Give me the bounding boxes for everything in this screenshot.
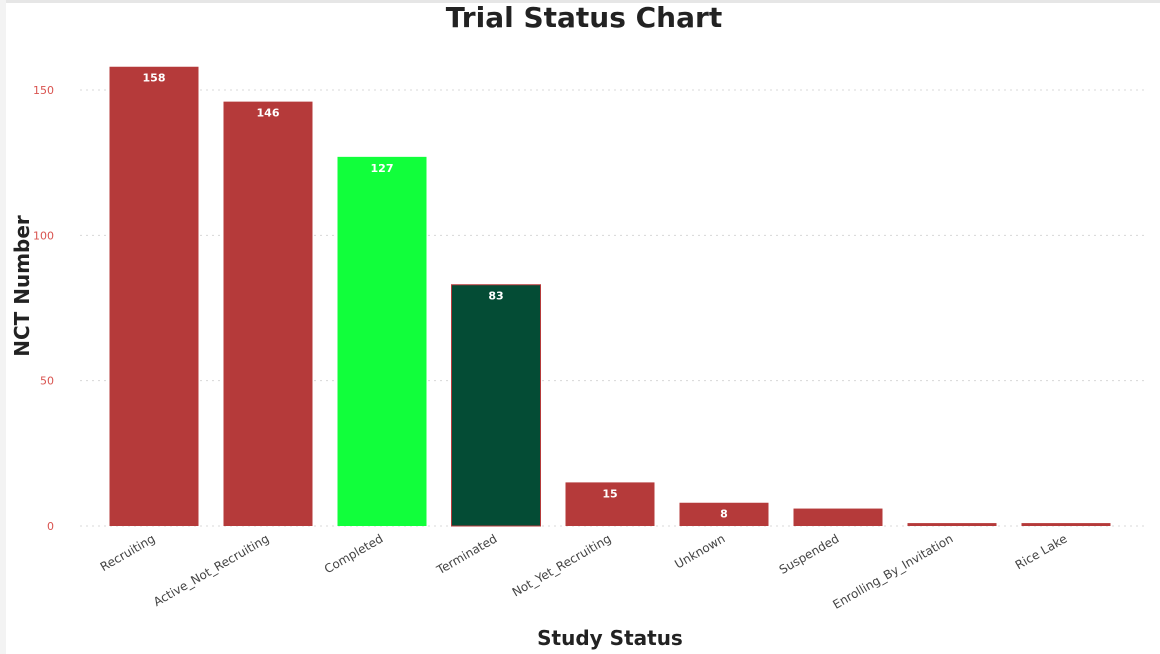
x-tick-label: Suspended bbox=[777, 531, 842, 576]
bar[interactable] bbox=[1021, 523, 1111, 526]
bar[interactable] bbox=[907, 523, 997, 526]
y-axis-ticks: 0 50 100 150 bbox=[33, 84, 54, 533]
x-tick-label: Rice Lake bbox=[1013, 531, 1070, 572]
x-tick-label: Recruiting bbox=[98, 531, 158, 574]
x-tick-label: Unknown bbox=[672, 531, 727, 571]
bar-value-label: 8 bbox=[720, 508, 728, 521]
bar-value-label: 146 bbox=[257, 107, 280, 120]
bar[interactable] bbox=[679, 502, 769, 526]
x-axis-title: Study Status bbox=[537, 626, 683, 650]
x-tick-label: Terminated bbox=[434, 531, 500, 577]
x-tick-label: Enrolling_By_Invitation bbox=[830, 531, 955, 611]
y-tick-label: 100 bbox=[33, 229, 54, 242]
bar-value-label: 127 bbox=[371, 162, 394, 175]
bar-value-label: 83 bbox=[488, 290, 503, 303]
bar[interactable] bbox=[223, 101, 313, 527]
bar[interactable] bbox=[109, 66, 199, 526]
bar[interactable] bbox=[337, 156, 427, 526]
x-tick-label: Not_Yet_Recruiting bbox=[510, 531, 614, 599]
y-axis-title: NCT Number bbox=[10, 215, 34, 357]
x-tick-label: Completed bbox=[322, 531, 386, 576]
bar[interactable] bbox=[565, 482, 655, 526]
y-tick-label: 0 bbox=[47, 520, 54, 533]
y-tick-label: 150 bbox=[33, 84, 54, 97]
y-tick-label: 50 bbox=[40, 375, 54, 388]
x-tick-label: Active_Not_Recruiting bbox=[151, 531, 272, 609]
bar-value-label: 15 bbox=[602, 487, 617, 500]
bar-value-label: 158 bbox=[143, 72, 166, 85]
bar[interactable] bbox=[451, 284, 541, 527]
chart-title: Trial Status Chart bbox=[446, 1, 722, 34]
bar[interactable] bbox=[793, 508, 883, 526]
